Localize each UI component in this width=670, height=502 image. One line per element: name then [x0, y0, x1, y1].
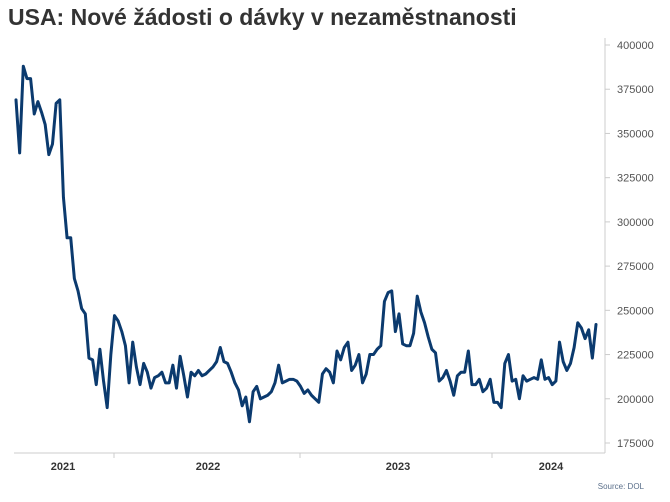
x-tick-label: 2023 [386, 461, 410, 473]
y-tick-label: 375000 [617, 84, 654, 96]
x-tick-label: 2021 [51, 461, 75, 473]
x-tick-label: 2024 [539, 461, 564, 473]
y-tick-label: 275000 [617, 261, 654, 273]
axes [14, 38, 606, 454]
y-tick-label: 325000 [617, 173, 654, 185]
x-axis-ticks: 2021 2022 2023 2024 [51, 453, 564, 473]
source-note: Source: DOL [597, 482, 644, 491]
y-tick-label: 175000 [617, 438, 654, 450]
y-tick-label: 350000 [617, 128, 654, 140]
y-tick-label: 300000 [617, 217, 654, 229]
y-tick-label: 200000 [617, 394, 654, 406]
y-axis-ticks: 400000 375000 350000 325000 300000 275000 2500… [605, 40, 654, 450]
y-tick-label: 225000 [617, 350, 654, 362]
x-tick-label: 2022 [196, 461, 220, 473]
chart-title: USA: Nové žádosti o dávky v nezaměstnano… [8, 4, 517, 30]
series-line [14, 64, 598, 424]
y-tick-label: 400000 [617, 40, 654, 52]
y-tick-label: 250000 [617, 305, 654, 317]
